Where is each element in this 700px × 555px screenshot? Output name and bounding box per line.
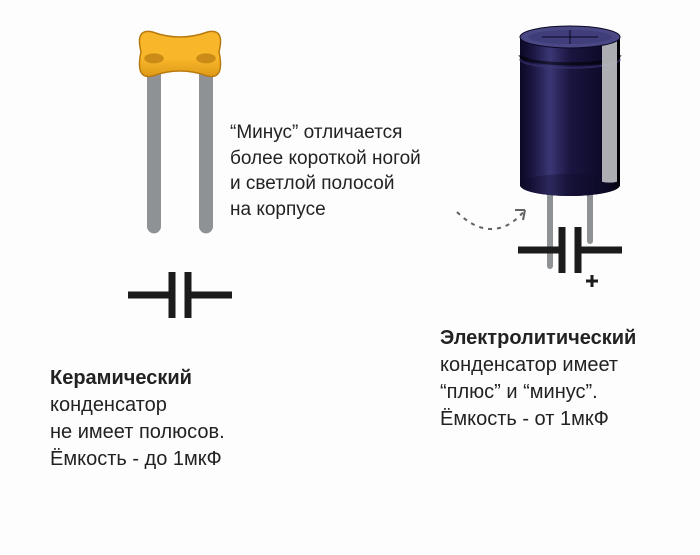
ceramic-column: Керамический конденсатор не имеет полюсо…	[50, 20, 310, 473]
ceramic-symbol	[50, 250, 310, 340]
electrolytic-symbol	[440, 210, 700, 300]
ceramic-title-rest: конденсатор	[50, 394, 167, 416]
electrolytic-capacitor-illustration	[440, 20, 700, 240]
ceramic-line: не имеет полюсов.	[50, 421, 225, 443]
electrolytic-column: Электролитический конденсатор имеет “плю…	[440, 20, 700, 433]
electrolytic-description: Электролитический конденсатор имеет “плю…	[440, 325, 700, 433]
electrolytic-title-bold: Электролитический	[440, 327, 636, 349]
electrolytic-line: Ёмкость - от 1мкФ	[440, 408, 609, 430]
ceramic-capacitor-illustration	[50, 20, 310, 240]
electrolytic-line: конденсатор имеет	[440, 354, 618, 376]
electrolytic-line: “плюс” и “минус”.	[440, 381, 598, 403]
ceramic-line: Ёмкость - до 1мкФ	[50, 448, 222, 470]
ceramic-description: Керамический конденсатор не имеет полюсо…	[50, 365, 310, 473]
ceramic-title-bold: Керамический	[50, 367, 192, 389]
